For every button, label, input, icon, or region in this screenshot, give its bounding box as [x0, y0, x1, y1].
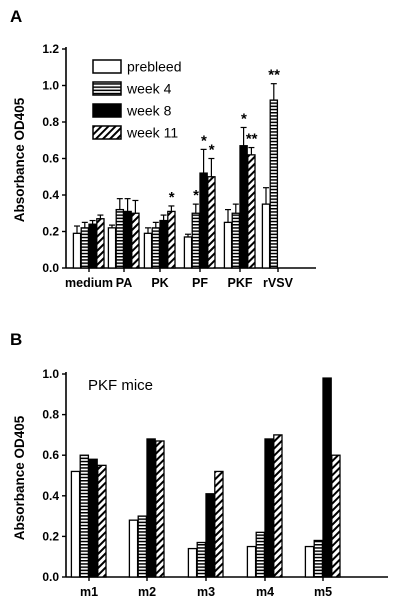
bar [97, 464, 107, 578]
bar [231, 212, 241, 269]
bar [128, 519, 139, 578]
y-tick-label: 0.4 [42, 489, 59, 503]
y-tick-label: 0.8 [42, 115, 59, 129]
bar [255, 531, 266, 578]
panel-b: B Absorbance OD405 PKF mice 0.0 0.2 0.4 0.6… [10, 330, 388, 599]
bar [131, 212, 140, 269]
bar [80, 227, 90, 269]
bar [107, 227, 117, 269]
y-tick-label: 1.0 [42, 367, 59, 381]
panel-b-annotation: PKF mice [88, 377, 153, 394]
y-tick-label: 0.6 [42, 448, 59, 462]
panel-b-axes: 0.0 0.2 0.4 0.6 0.8 1.0 m1 m2 m3 m4 m5 [42, 367, 388, 599]
x-category-label: rVSV [263, 276, 294, 290]
bar [199, 172, 208, 269]
bar [155, 440, 165, 578]
significance-marker: * [209, 142, 215, 159]
significance-marker: * [169, 189, 175, 206]
x-category-label: m2 [138, 585, 156, 599]
bar [205, 493, 215, 578]
panel-b-letter: B [10, 330, 22, 349]
bar [313, 539, 324, 578]
bar [239, 145, 248, 269]
bar [151, 227, 161, 269]
bar [304, 545, 315, 578]
panel-a-y-axis-label: Absorbance OD405 [12, 97, 27, 222]
y-tick-label: 0.2 [42, 225, 59, 239]
bar [143, 232, 153, 269]
legend-label: week 4 [126, 81, 172, 97]
panel-a: A Absorbance OD405 0.0 0.2 0.4 0.6 0.8 1.0 1.2… [10, 7, 316, 290]
x-category-label: m4 [256, 585, 274, 599]
legend-label: prebleed [127, 59, 182, 75]
bar [79, 454, 90, 578]
significance-marker: ** [246, 131, 258, 148]
significance-marker: * [241, 110, 247, 127]
bar [115, 208, 125, 269]
x-category-label: m5 [314, 585, 332, 599]
bar [207, 176, 216, 269]
legend-swatch [92, 59, 122, 74]
legend-swatch [92, 103, 122, 118]
y-tick-label: 0.4 [42, 188, 59, 202]
bar [96, 218, 105, 269]
bar [137, 515, 148, 578]
x-category-label: PKF [228, 276, 253, 290]
bar [88, 458, 98, 578]
y-tick-label: 0.6 [42, 152, 59, 166]
panel-a-axes: 0.0 0.2 0.4 0.6 0.8 1.0 1.2 medium PA PK PF PKF rVSV [42, 42, 316, 290]
bar [273, 434, 283, 578]
x-category-label: PA [116, 276, 132, 290]
bar [159, 219, 168, 269]
x-category-label: m1 [80, 585, 98, 599]
legend-label: week 8 [126, 103, 172, 119]
bar [196, 541, 207, 578]
bar [191, 212, 201, 269]
bar [70, 470, 81, 578]
bar [183, 236, 193, 269]
x-category-label: PF [192, 276, 208, 290]
legend-swatch [92, 81, 122, 96]
x-category-label: PK [151, 276, 168, 290]
bar [214, 470, 224, 578]
bar [72, 232, 82, 269]
panel-a-bars: * ******** [72, 67, 280, 269]
bar [269, 99, 279, 269]
bar [146, 438, 156, 578]
panel-a-letter: A [10, 7, 22, 26]
significance-marker: ** [268, 67, 280, 84]
legend-label: week 11 [126, 125, 178, 141]
x-category-label: medium [65, 276, 113, 290]
significance-marker: * [201, 132, 207, 149]
y-tick-label: 0.2 [42, 529, 59, 543]
bar [264, 438, 274, 578]
bar [167, 210, 176, 269]
x-category-label: m3 [197, 585, 215, 599]
y-tick-label: 0.8 [42, 408, 59, 422]
bar [247, 154, 256, 269]
y-tick-label: 0.0 [42, 261, 59, 275]
bar [123, 210, 132, 269]
legend-swatch [92, 125, 122, 140]
y-tick-label: 1.2 [42, 42, 59, 56]
bar [88, 223, 97, 269]
panel-b-bars [70, 377, 341, 578]
y-tick-label: 0.0 [42, 570, 59, 584]
y-tick-label: 1.0 [42, 79, 59, 93]
bar [331, 454, 341, 578]
significance-marker: * [193, 187, 199, 204]
bar [246, 545, 257, 578]
panel-b-y-axis-label: Absorbance OD405 [12, 415, 27, 540]
bar [187, 547, 198, 578]
bar [322, 377, 332, 578]
bar [223, 221, 233, 269]
bar [261, 203, 271, 269]
panel-a-legend: prebleed week 4 week 8 week 11 [92, 59, 182, 141]
